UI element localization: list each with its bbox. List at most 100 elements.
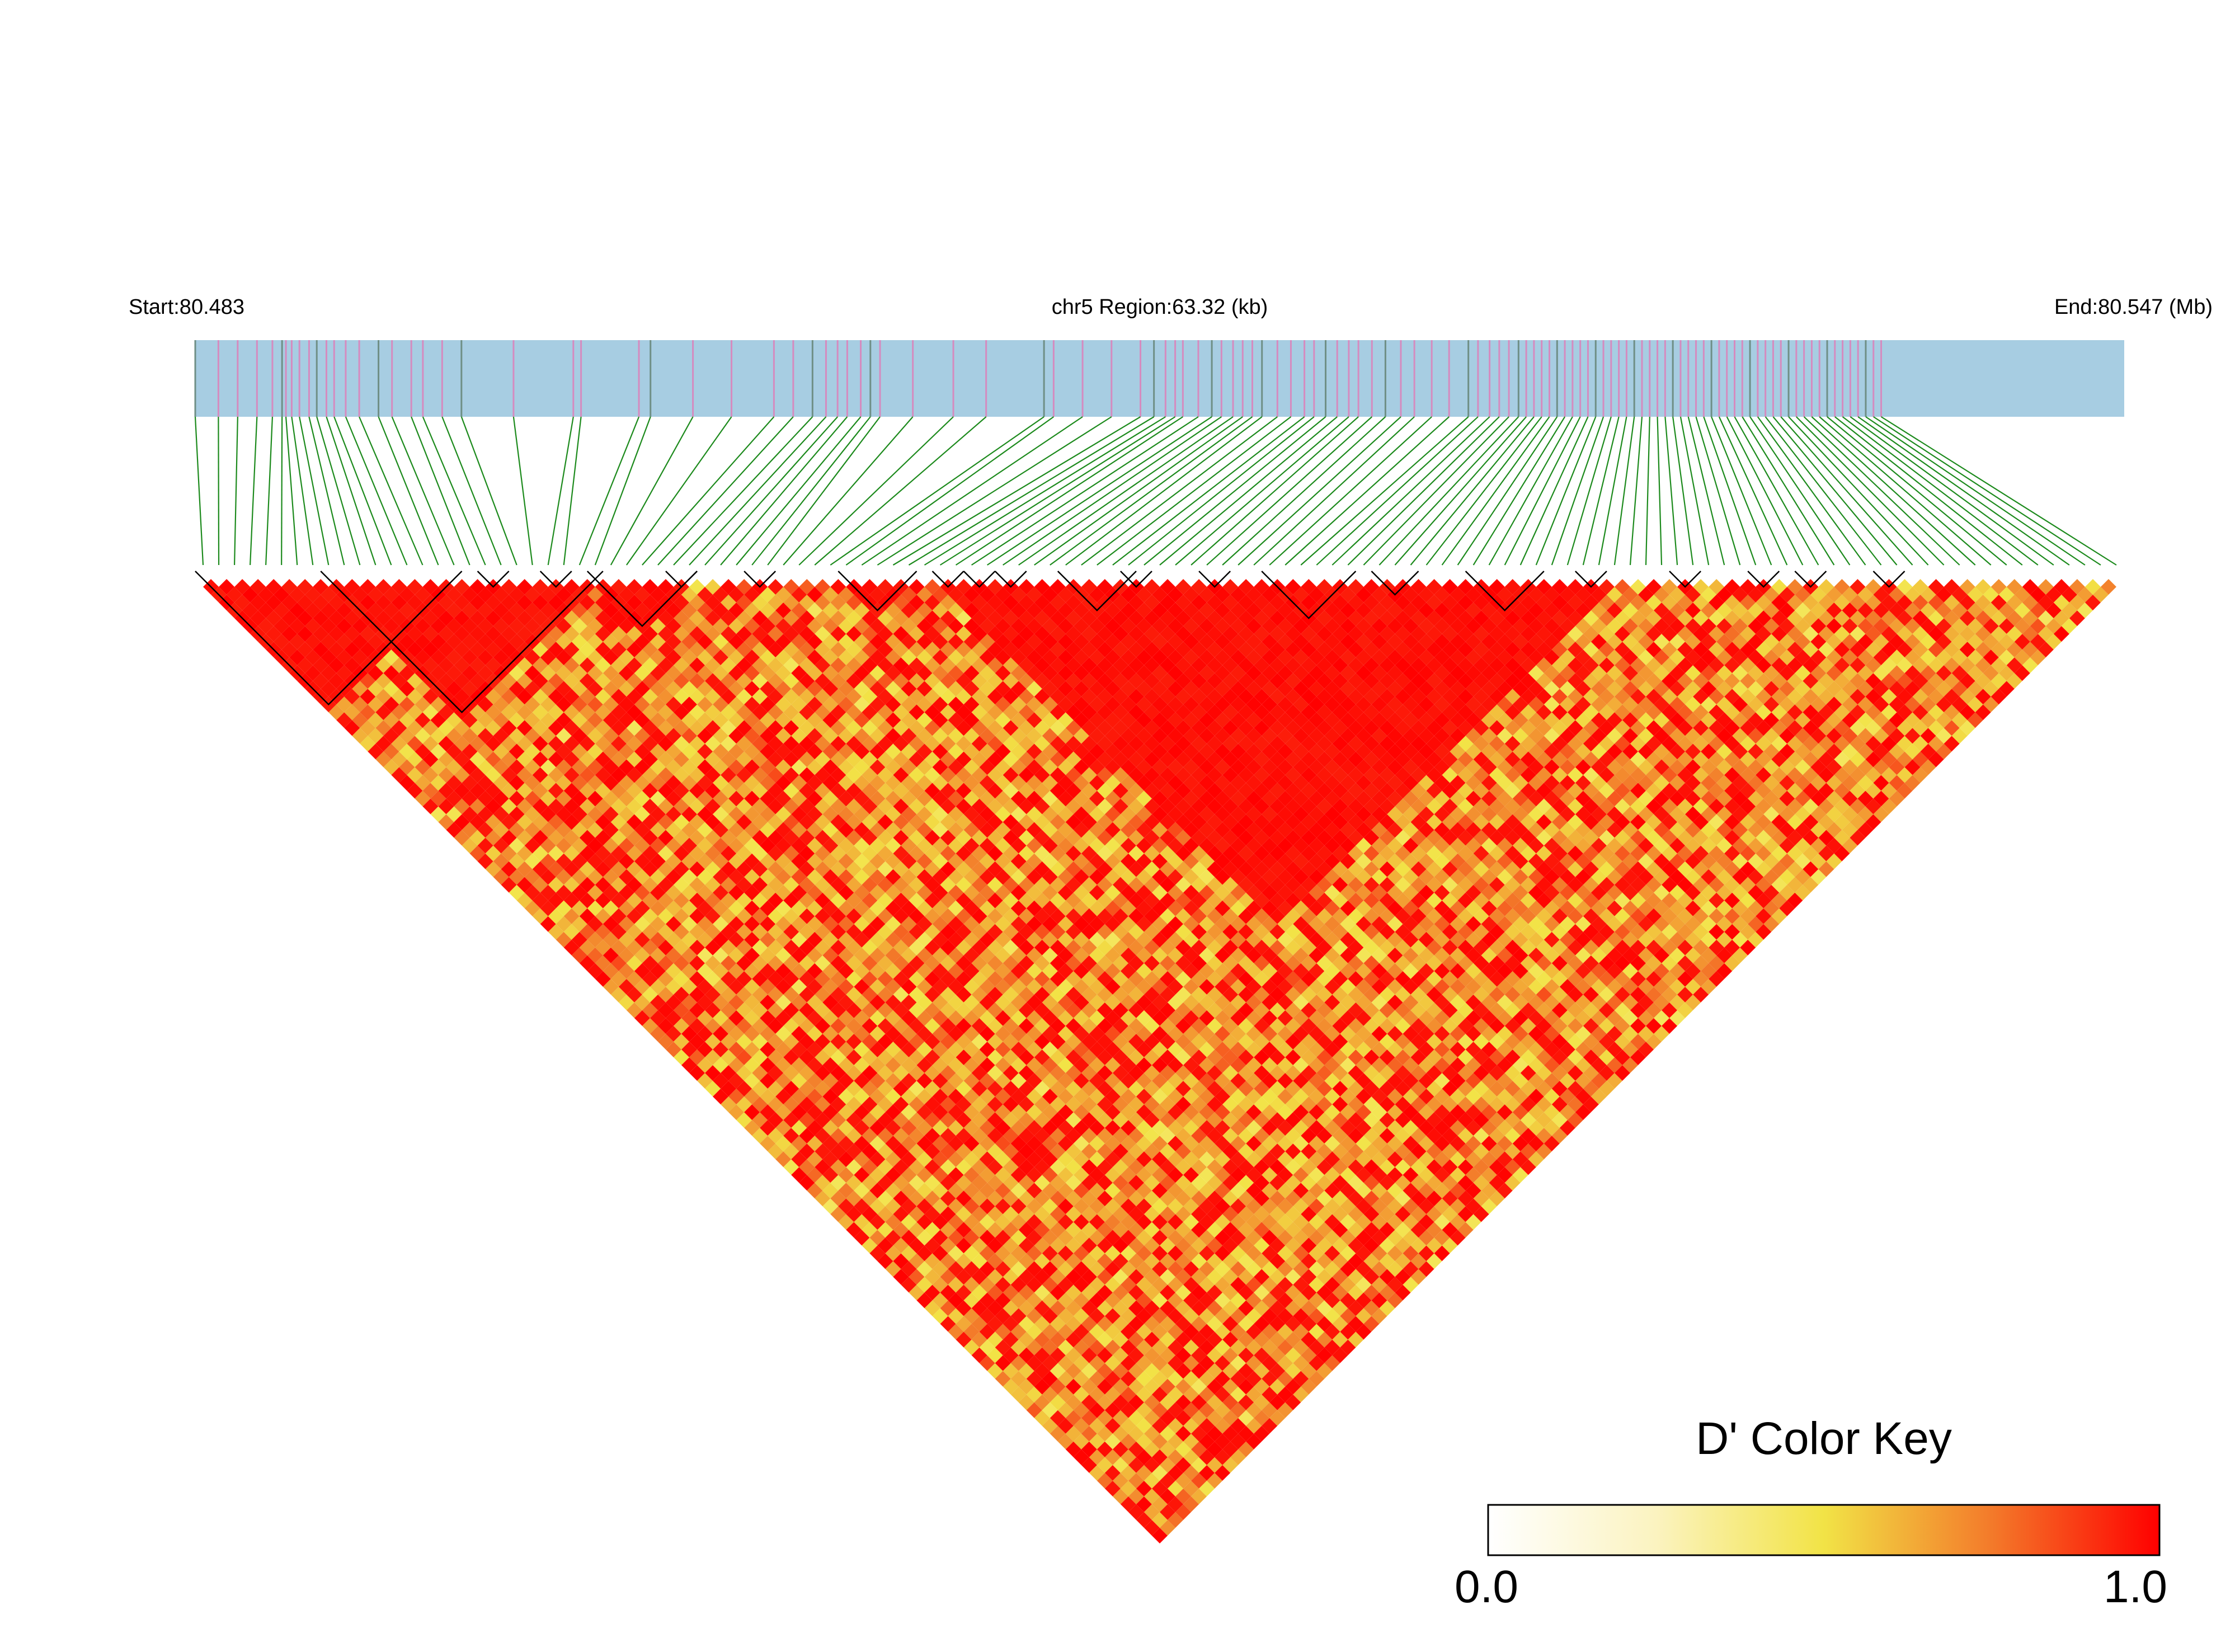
ld-cell (1112, 1457, 1128, 1473)
ld-cell (352, 618, 368, 634)
ld-cell (563, 861, 580, 877)
ld-cell (493, 806, 509, 822)
snp-connector (512, 416, 533, 566)
snp-connector (830, 416, 1044, 566)
ld-cell (383, 587, 399, 603)
ld-cell (516, 798, 533, 815)
ld-cell (556, 853, 572, 869)
ld-cell (297, 657, 313, 674)
ld-cell (540, 775, 556, 791)
ld-cell (721, 908, 737, 924)
ld-cell (595, 814, 611, 830)
ld-cell (485, 610, 501, 627)
ld-cell (1112, 1269, 1128, 1285)
ld-cell (948, 1214, 964, 1230)
ld-cell (1057, 1355, 1074, 1371)
ld-cell (1018, 1363, 1034, 1379)
ld-cell (422, 751, 439, 768)
ld-cell (815, 1081, 831, 1097)
ld-cell (1026, 1214, 1042, 1230)
ld-cell (1097, 1253, 1113, 1269)
ld-cell (446, 743, 462, 760)
ld-cell (422, 798, 439, 815)
ld-cell (1057, 1183, 1074, 1199)
ld-cell (375, 579, 392, 595)
ld-cell (830, 1096, 846, 1113)
ld-cell (516, 767, 533, 783)
ld-cell (469, 720, 486, 736)
ld-cell (516, 736, 533, 752)
ld-cell (548, 657, 564, 674)
ld-cell (1057, 1371, 1074, 1387)
ld-cell (634, 978, 650, 995)
ld-cell (634, 900, 650, 916)
ld-cell (407, 751, 423, 768)
ld-cell (830, 1190, 846, 1207)
ld-cell (485, 642, 501, 658)
ld-cell (493, 649, 509, 666)
ld-cell (556, 822, 572, 838)
ld-cell (485, 798, 501, 815)
ld-cell (383, 696, 399, 713)
ld-cell (360, 689, 376, 705)
ld-cell (807, 1183, 823, 1199)
ld-cell (1104, 1386, 1121, 1402)
ld-cell (721, 939, 737, 956)
ld-cell (571, 837, 587, 854)
ld-cell (713, 1089, 729, 1105)
ld-cell (1034, 1206, 1050, 1222)
ld-cell (1112, 1441, 1128, 1457)
ld-cell (610, 955, 627, 971)
ld-cell (1034, 1394, 1050, 1410)
ld-cell (415, 681, 431, 697)
ld-cell (603, 884, 619, 901)
snp-connector (1780, 416, 1913, 566)
ld-cell (995, 1198, 1011, 1215)
ld-cell (469, 845, 486, 862)
ld-cell (446, 806, 462, 822)
snp-connector (1363, 416, 1509, 566)
ld-cell (657, 830, 674, 846)
ld-cell (815, 939, 831, 956)
ld-cell (752, 1128, 768, 1144)
ld-cell (485, 751, 501, 768)
ld-cell (1081, 1425, 1097, 1442)
snp-connector (798, 416, 954, 566)
ld-cell (383, 618, 399, 634)
ld-cell (799, 1018, 815, 1034)
ld-cell (893, 1253, 909, 1269)
ld-cell (956, 1331, 972, 1348)
ld-cell (893, 1081, 909, 1097)
ld-cell (1183, 1480, 1199, 1496)
ld-cell (1222, 1363, 1239, 1379)
snp-connector (1112, 416, 1305, 566)
ld-cell (399, 696, 415, 713)
ld-cell (705, 908, 721, 924)
ld-cell (1003, 1316, 1019, 1332)
ld-cell (556, 931, 572, 948)
ld-cell (893, 1175, 909, 1191)
ld-cell (791, 1025, 807, 1042)
ld-cell (556, 665, 572, 681)
ld-cell (830, 1175, 846, 1191)
ld-cell (877, 1002, 893, 1018)
ld-cell (462, 728, 478, 744)
ld-cell (344, 610, 360, 627)
ld-cell (524, 728, 540, 744)
ld-cell (995, 1104, 1011, 1121)
ld-cell (305, 603, 321, 619)
ld-cell (642, 845, 658, 862)
ld-cell (697, 931, 713, 948)
ld-cell (673, 908, 690, 924)
ld-cell (587, 869, 603, 885)
ld-cell (1018, 1347, 1034, 1363)
ld-cell (1010, 1120, 1027, 1136)
ld-cell (869, 978, 886, 995)
ld-cell (877, 1206, 893, 1222)
ld-cell (657, 1018, 674, 1034)
ld-cell (1089, 1261, 1105, 1277)
ld-cell (1120, 1449, 1136, 1465)
ld-cell (430, 649, 446, 666)
ld-cell (877, 1081, 893, 1097)
ld-cell (830, 1002, 846, 1018)
